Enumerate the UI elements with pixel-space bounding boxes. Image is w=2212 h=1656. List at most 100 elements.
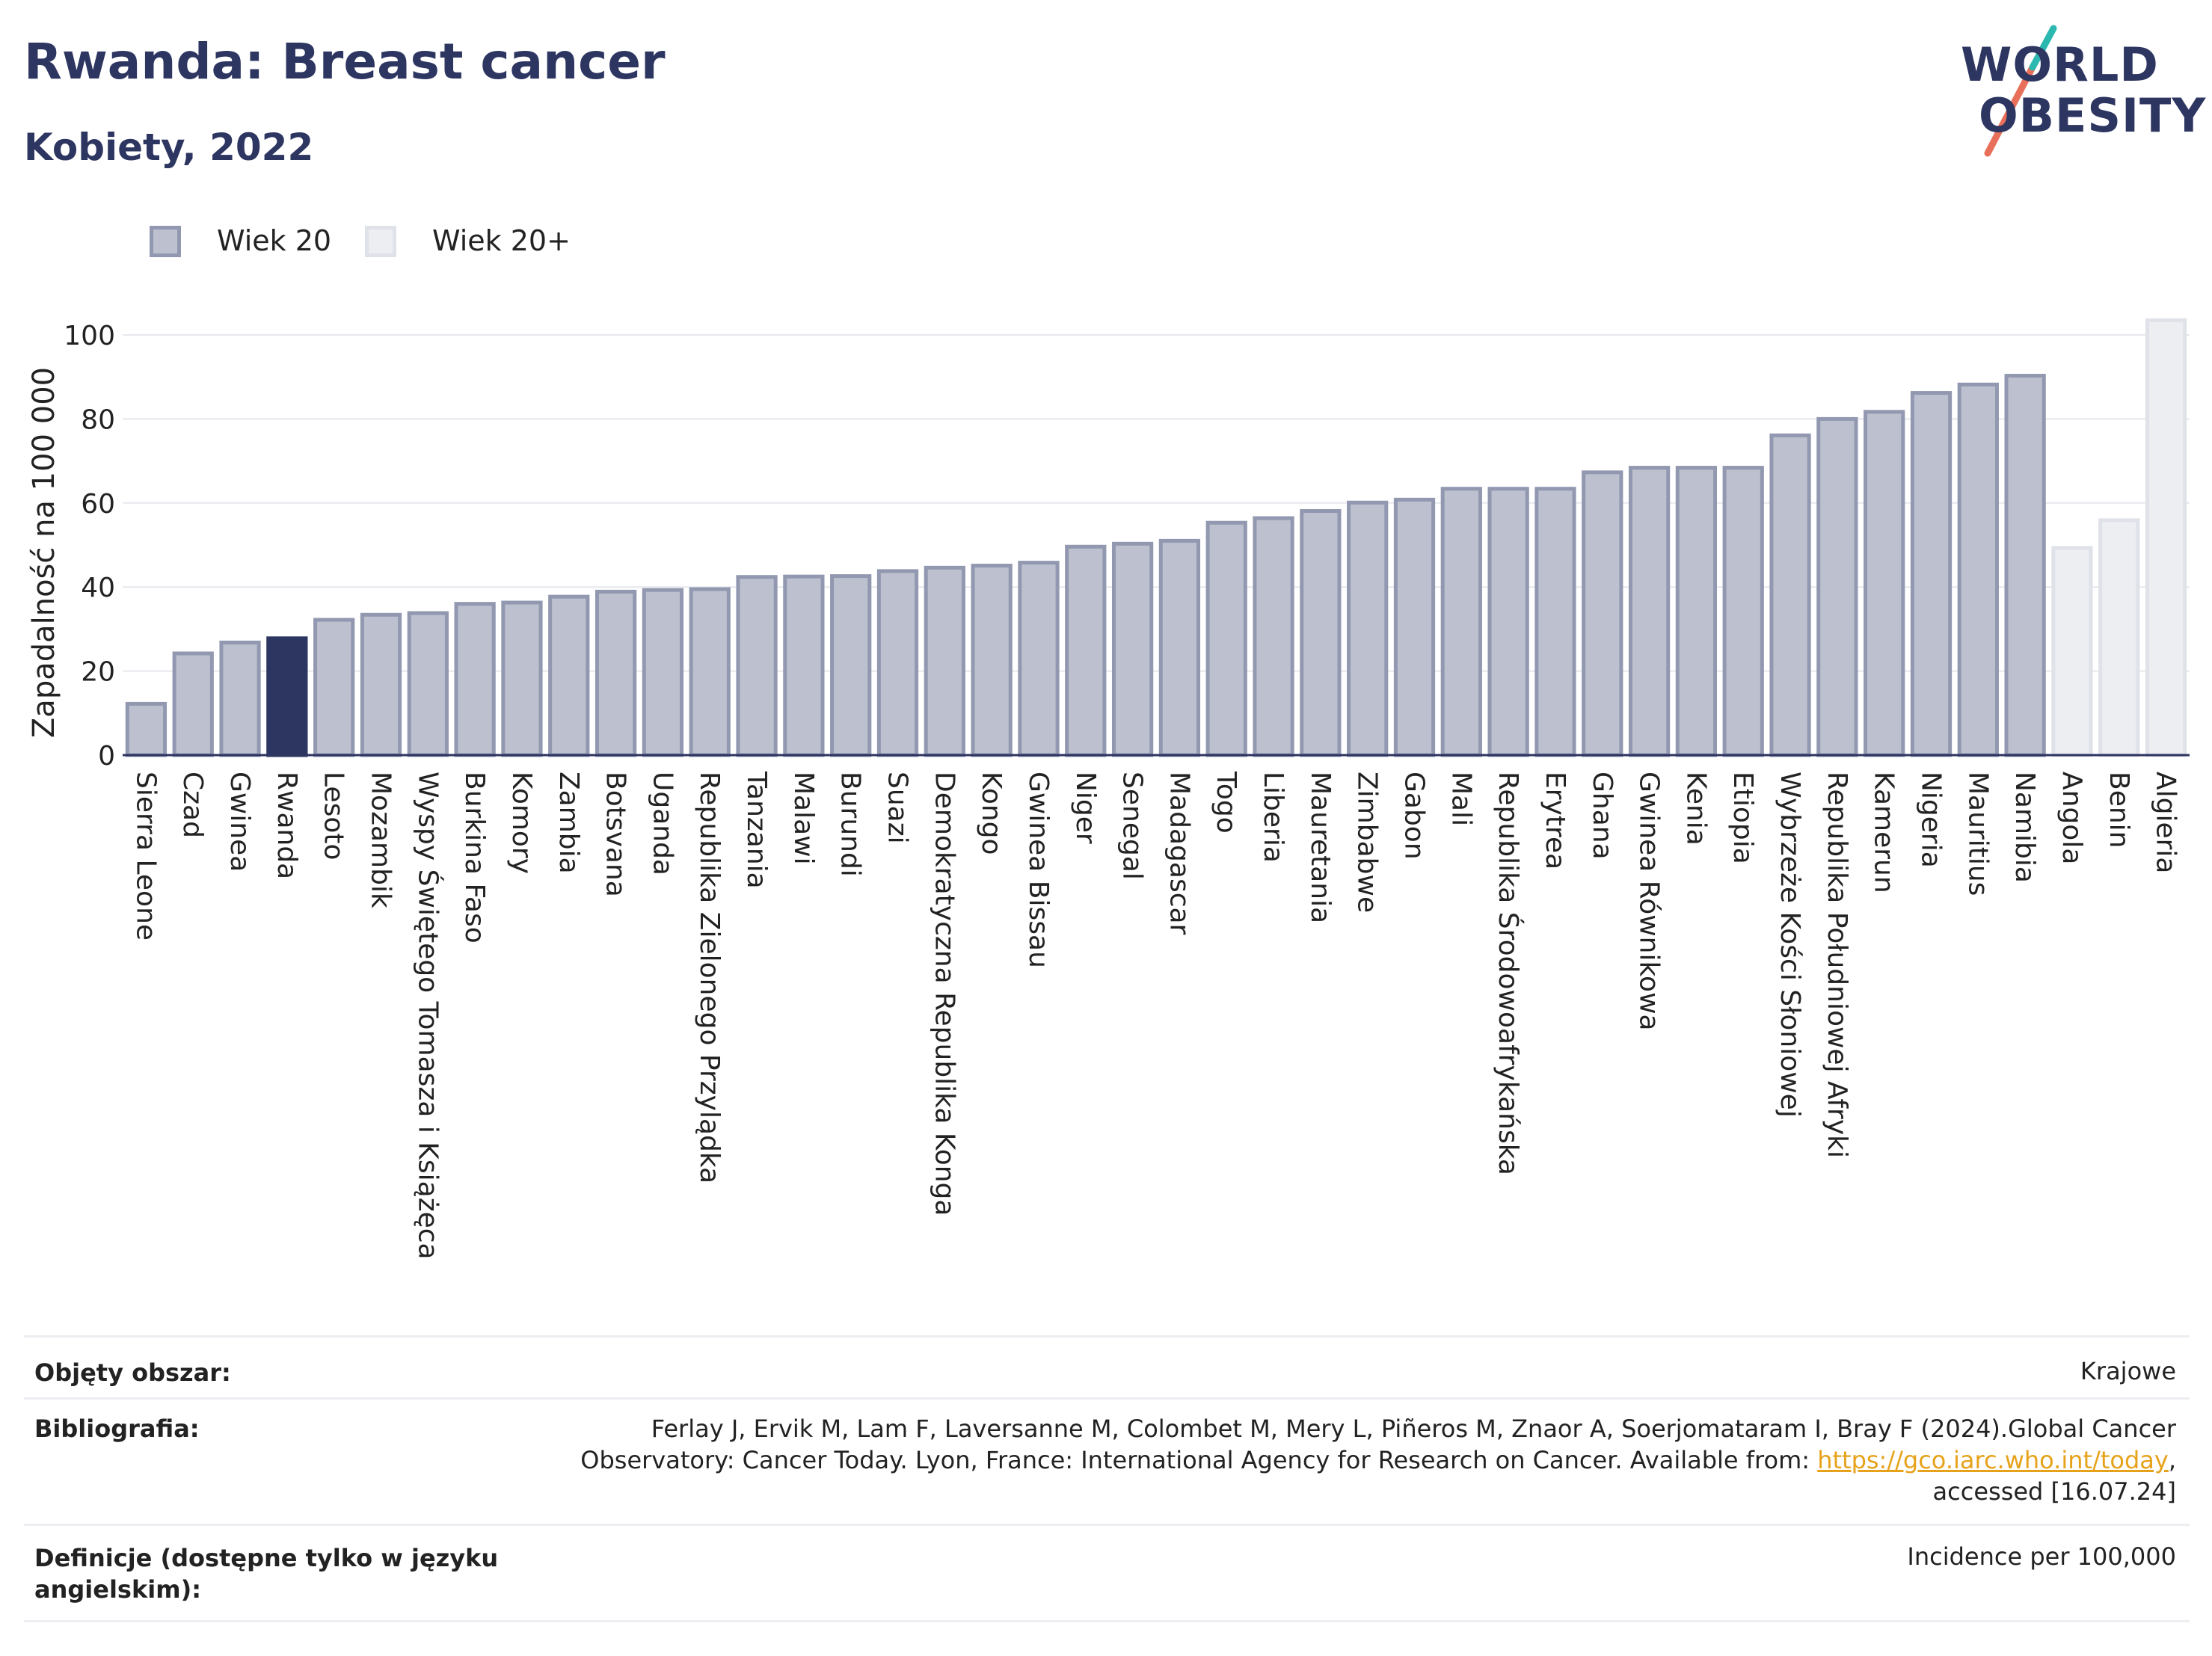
bar-wybrzeże-kości-słoniowej bbox=[1769, 433, 1811, 757]
x-tick-label: Czad bbox=[177, 772, 208, 838]
x-tick-label: Wybrzeże Kości Słoniowej bbox=[1775, 772, 1805, 1118]
x-tick-label: Erytrea bbox=[1540, 772, 1570, 869]
footer-row-definitions: Definicje (dostępne tylko w języku angie… bbox=[24, 1524, 2190, 1622]
x-tick-label: Demokratyczna Republika Konga bbox=[929, 772, 959, 1216]
y-tick-label: 20 bbox=[81, 657, 115, 688]
x-tick-label: Kenia bbox=[1680, 772, 1711, 846]
bar-republika-południowej-afryki bbox=[1816, 416, 1858, 757]
bar-tanzania bbox=[736, 575, 778, 757]
bar-namibia bbox=[2004, 374, 2046, 757]
bar-kamerun bbox=[1864, 410, 1905, 757]
x-tick-label: Republika Południowej Afryki bbox=[1822, 772, 1852, 1158]
x-tick-label: Liberia bbox=[1258, 772, 1288, 863]
logo-word-obesity: OBESITY bbox=[1979, 88, 2207, 143]
bar-liberia bbox=[1253, 516, 1294, 757]
bar-zambia bbox=[548, 594, 590, 757]
bar-mauretania bbox=[1300, 508, 1342, 757]
footer-value-bibliography: Ferlay J, Ervik M, Lam F, Laversanne M, … bbox=[580, 1413, 2176, 1507]
bibliography-line-2-text: Observatory: Cancer Today. Lyon, France:… bbox=[580, 1446, 1818, 1474]
y-tick-label: 80 bbox=[81, 404, 115, 435]
x-tick-label: Mauritius bbox=[1962, 772, 1993, 896]
x-tick-label: Madagascar bbox=[1164, 772, 1194, 935]
legend-label-wiek-20-plus: Wiek 20+ bbox=[432, 224, 571, 257]
x-tick-label: Kongo bbox=[976, 772, 1007, 855]
world-obesity-logo: WORLD OBESITY bbox=[1944, 22, 2205, 164]
bar-uganda bbox=[642, 588, 684, 757]
bar-erytrea bbox=[1534, 487, 1576, 757]
x-tick-label: Etiopia bbox=[1727, 772, 1758, 864]
y-axis-label: Zapadalność na 100 000 bbox=[27, 367, 61, 738]
legend-swatch-wiek-20-plus bbox=[365, 226, 396, 257]
x-tick-label: Malawi bbox=[788, 772, 819, 865]
bar-komory bbox=[501, 600, 543, 757]
footer-value-definitions: Incidence per 100,000 bbox=[1907, 1542, 2176, 1571]
bibliography-link-suffix: , bbox=[2168, 1446, 2176, 1474]
bar-angola bbox=[2051, 546, 2093, 757]
x-tick-label: Lesoto bbox=[319, 772, 349, 861]
bar-nigeria bbox=[1910, 391, 1953, 757]
bar-botsvana bbox=[595, 589, 637, 757]
x-tick-label: Gwinea Równikowa bbox=[1634, 772, 1665, 1031]
x-tick-label: Republika Zielonego Przylądka bbox=[694, 772, 725, 1183]
bibliography-line-3: accessed [16.07.24] bbox=[1932, 1477, 2176, 1506]
x-tick-label: Niger bbox=[1070, 772, 1101, 844]
bar-gwinea-równikowa bbox=[1628, 466, 1671, 757]
legend-swatch-wiek-20 bbox=[150, 226, 181, 257]
bar-kenia bbox=[1675, 466, 1718, 757]
x-tick-label: Burkina Faso bbox=[459, 772, 490, 944]
bar-mauritius bbox=[1957, 382, 1999, 757]
y-tick-label: 100 bbox=[64, 321, 115, 351]
x-tick-label: Zambia bbox=[553, 772, 584, 874]
chart-subtitle: Kobiety, 2022 bbox=[24, 126, 314, 169]
footer-row-area: Objęty obszar: Krajowe bbox=[24, 1335, 2190, 1397]
y-tick-label: 0 bbox=[98, 741, 115, 772]
logo-slash-icon bbox=[1984, 25, 2057, 157]
bar-etiopia bbox=[1722, 466, 1764, 757]
bar-czad bbox=[172, 651, 214, 757]
bar-suazi bbox=[876, 569, 919, 757]
logo-word-world: WORLD bbox=[1961, 37, 2159, 92]
x-tick-label: Senegal bbox=[1117, 772, 1148, 880]
bar-kongo bbox=[971, 564, 1013, 757]
x-tick-label: Mali bbox=[1446, 772, 1476, 826]
bar-demokratyczna-republika-konga bbox=[924, 565, 965, 757]
bar-mozambik bbox=[360, 612, 402, 757]
bar-zimbabwe bbox=[1347, 500, 1389, 757]
x-tick-label: Suazi bbox=[882, 772, 913, 844]
bar-madagascar bbox=[1158, 538, 1201, 757]
bar-gwinea bbox=[219, 640, 261, 757]
bar-algieria bbox=[2145, 318, 2187, 757]
footer-label-bibliography: Bibliografia: bbox=[34, 1415, 200, 1443]
legend-label-wiek-20: Wiek 20 bbox=[217, 224, 332, 257]
chart-title: Rwanda: Breast cancer bbox=[24, 33, 666, 90]
x-tick-label: Tanzania bbox=[741, 771, 772, 889]
x-tick-label: Wyspy Świętego Tomasza i Książęca bbox=[412, 772, 443, 1260]
x-tick-label: Mozambik bbox=[366, 772, 396, 908]
x-tick-label: Sierra Leone bbox=[130, 772, 161, 941]
x-tick-label: Togo bbox=[1211, 771, 1241, 834]
bibliography-link[interactable]: https://gco.iarc.who.int/today bbox=[1817, 1446, 2169, 1474]
footer-row-bibliography: Bibliografia: Ferlay J, Ervik M, Lam F, … bbox=[24, 1397, 2190, 1524]
x-tick-label: Nigeria bbox=[1916, 772, 1947, 868]
x-tick-label: Namibia bbox=[2009, 772, 2040, 883]
bar-togo bbox=[1205, 520, 1247, 757]
bar-lesoto bbox=[313, 618, 355, 757]
y-tick-label: 60 bbox=[81, 489, 115, 520]
bar-malawi bbox=[783, 574, 825, 757]
x-tick-label: Burundi bbox=[835, 772, 866, 877]
x-tick-label: Mauretania bbox=[1305, 772, 1336, 923]
x-tick-label: Kamerun bbox=[1869, 772, 1899, 893]
x-tick-label: Gabon bbox=[1399, 772, 1430, 860]
x-tick-label: Komory bbox=[506, 772, 537, 874]
footer-value-area: Krajowe bbox=[2080, 1357, 2176, 1385]
y-tick-label: 40 bbox=[81, 573, 115, 603]
x-tick-label: Uganda bbox=[647, 772, 678, 875]
bar-rwanda bbox=[266, 636, 308, 757]
x-tick-label: Benin bbox=[2104, 772, 2134, 848]
x-tick-label: Angola bbox=[2056, 772, 2087, 864]
bar-mali bbox=[1440, 487, 1482, 757]
bar-senegal bbox=[1111, 541, 1154, 757]
x-tick-label: Zimbabwe bbox=[1352, 772, 1383, 913]
bar-benin bbox=[2098, 518, 2140, 757]
